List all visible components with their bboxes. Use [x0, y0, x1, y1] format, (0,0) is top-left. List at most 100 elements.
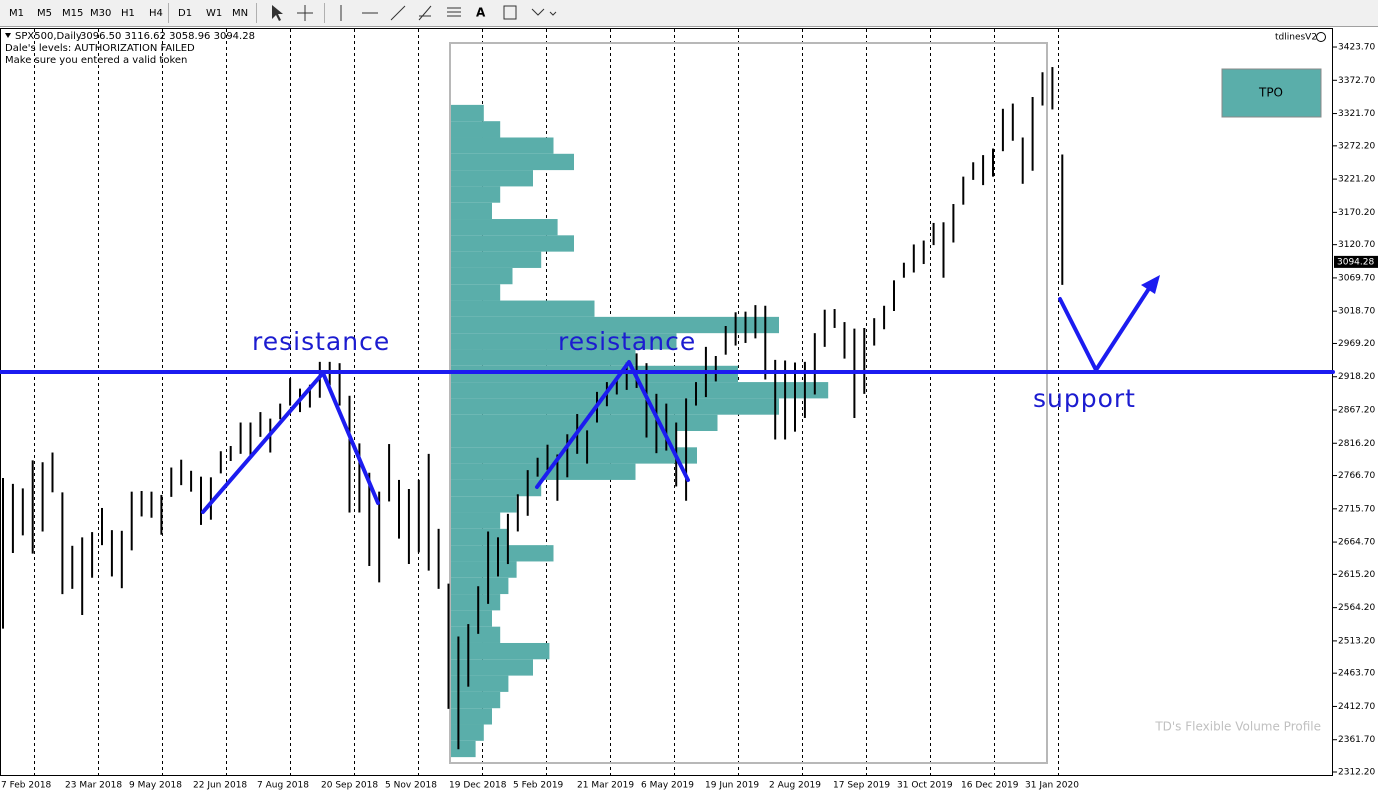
profile-bar — [451, 740, 476, 758]
profile-bar — [451, 561, 517, 578]
profile-bar — [451, 137, 554, 154]
hint: Make sure you entered a valid token — [5, 55, 187, 66]
profile-bar — [451, 708, 492, 725]
profile-bar — [451, 235, 574, 252]
profile-bar — [451, 153, 574, 171]
y-tick-label: 2867.20 — [1338, 406, 1375, 416]
profile-bar — [451, 479, 542, 497]
indicator-name: tdlinesV2 — [1275, 33, 1317, 43]
y-tick-label: 3069.70 — [1338, 273, 1375, 283]
profile-bar — [451, 333, 677, 350]
x-tick-label: 23 Mar 2018 — [65, 781, 122, 791]
x-tick-label: 7 Feb 2018 — [1, 781, 52, 791]
x-tick-label: 20 Sep 2018 — [321, 781, 378, 791]
y-tick-label: 3321.70 — [1338, 109, 1375, 119]
profile-range-box — [449, 42, 1048, 764]
timeframe-button[interactable]: M30 — [90, 8, 111, 19]
x-tick-label: 31 Jan 2020 — [1025, 781, 1079, 791]
y-tick-label: 2361.70 — [1338, 735, 1375, 745]
x-tick-label: 21 Mar 2019 — [577, 781, 634, 791]
profile-bar — [451, 545, 554, 562]
timeframe-button[interactable]: H1 — [121, 8, 135, 19]
annotation: resistance — [252, 327, 390, 356]
y-tick-label: 3120.70 — [1338, 240, 1375, 250]
timeframe-button[interactable]: H4 — [149, 8, 163, 19]
profile-bar — [451, 675, 509, 692]
arrow-head — [1141, 275, 1160, 294]
last-price-label: 3094.28 — [1337, 257, 1374, 267]
profile-bar — [451, 219, 558, 236]
last-price-box — [1334, 255, 1378, 268]
y-tick-label: 2918.20 — [1338, 372, 1375, 382]
profile-bar — [451, 610, 492, 627]
tpo-button[interactable] — [1221, 68, 1322, 118]
timeframe-button[interactable]: M5 — [37, 8, 52, 19]
tpo-button-label[interactable]: TPO — [1258, 86, 1283, 100]
y-tick-label: 3221.20 — [1338, 175, 1375, 185]
x-tick-label: 16 Dec 2019 — [961, 781, 1019, 791]
profile-bar — [451, 512, 501, 529]
x-tick-label: 5 Nov 2018 — [385, 781, 437, 791]
timeframe-button[interactable]: W1 — [206, 8, 222, 19]
shapes-tool[interactable] — [531, 8, 557, 16]
profile-bar — [451, 431, 677, 448]
y-tick-label: 2766.70 — [1338, 471, 1375, 481]
profile-bar — [451, 577, 509, 595]
y-tick-label: 3272.20 — [1338, 141, 1375, 151]
profile-bar — [451, 104, 484, 122]
fibo-tool[interactable] — [447, 7, 461, 17]
x-tick-label: 6 May 2019 — [641, 781, 694, 791]
y-tick-label: 2513.20 — [1338, 636, 1375, 646]
profile-bar — [451, 642, 550, 660]
profile-bar — [451, 316, 779, 334]
y-tick-label: 3018.70 — [1338, 307, 1375, 317]
profile-bar — [451, 691, 501, 709]
crosshair-tool[interactable] — [297, 5, 313, 21]
x-tick-label: 31 Oct 2019 — [897, 781, 953, 791]
profile-bar — [451, 349, 636, 366]
cursor-tool[interactable] — [272, 5, 283, 21]
timeframe-button[interactable]: M1 — [9, 8, 24, 19]
profile-bar — [451, 447, 697, 464]
profile-bar — [451, 594, 501, 611]
profile-bar — [451, 170, 533, 187]
y-tick-label: 2564.20 — [1338, 603, 1375, 613]
watermark: TD's Flexible Volume Profile — [1154, 720, 1321, 734]
toolbar-buttons: A M1 M5 M15 M30 H1 H4 D1 W1 MN — [9, 3, 557, 23]
profile-bar — [451, 463, 636, 480]
profile-bar — [451, 496, 517, 513]
volume-profile — [451, 104, 829, 758]
channel-tool[interactable] — [418, 5, 432, 21]
y-tick-label: 2715.70 — [1338, 504, 1375, 514]
trendline-tool[interactable] — [390, 5, 406, 21]
x-tick-label: 22 Jun 2018 — [193, 781, 247, 791]
profile-bar — [451, 382, 829, 399]
y-tick-label: 2969.20 — [1338, 339, 1375, 349]
timeframe-button[interactable]: D1 — [178, 8, 192, 19]
profile-bar — [451, 626, 501, 643]
indicator-icon — [1316, 32, 1326, 42]
y-tick-label: 2463.70 — [1338, 669, 1375, 679]
axes: 7 Feb 2018 23 Mar 2018 9 May 2018 22 Jun 20… — [1, 43, 1378, 791]
timeframe-button[interactable]: MN — [232, 8, 248, 19]
y-tick-label: 3423.70 — [1338, 43, 1375, 53]
dropdown[interactable] — [5, 33, 11, 38]
profile-bar — [451, 659, 533, 676]
profile-bar — [451, 398, 779, 415]
timeframe-button[interactable]: M15 — [62, 8, 83, 19]
status: Dale's levels: AUTHORIZATION FAILED — [5, 43, 195, 54]
x-tick-label: 7 Aug 2018 — [257, 781, 309, 791]
support-projection — [1058, 285, 1152, 372]
x-tick-label: 19 Dec 2018 — [449, 781, 507, 791]
y-tick-label: 3170.20 — [1338, 208, 1375, 218]
profile-bar — [451, 528, 509, 546]
symbol: SPX500,Daily — [15, 31, 82, 42]
resistance-swing-1 — [201, 371, 380, 514]
resistance-swing-2 — [535, 360, 690, 489]
label-tool[interactable] — [503, 5, 517, 20]
profile-bar — [451, 724, 484, 741]
x-tick-label: 19 Jun 2019 — [705, 781, 759, 791]
text-tool[interactable]: A — [476, 6, 486, 20]
profile-bar — [451, 202, 492, 220]
